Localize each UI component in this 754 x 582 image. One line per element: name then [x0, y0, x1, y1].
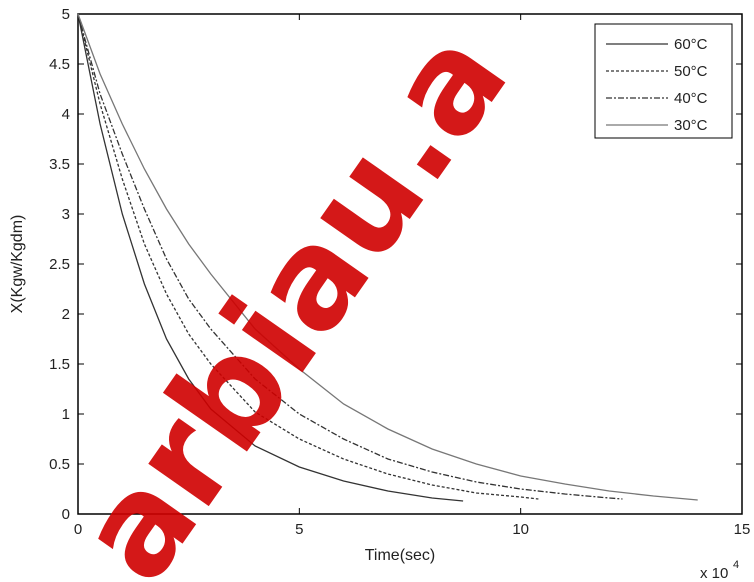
- y-tick-label: 4.5: [49, 56, 70, 73]
- series-line-2: [77, 13, 539, 500]
- y-tick-label: 5: [62, 6, 70, 23]
- y-tick-label: 3: [62, 206, 70, 223]
- x-axis-multiplier-exponent: 4: [733, 559, 739, 571]
- y-tick-label: 0: [62, 506, 70, 523]
- legend-label-3: 40°C: [674, 90, 708, 107]
- y-tick-label: 1.5: [49, 356, 70, 373]
- x-axis-label: Time(sec): [365, 547, 436, 564]
- x-axis-multiplier: x 10: [700, 565, 728, 582]
- y-tick-label: 2: [62, 306, 70, 323]
- legend-label-4: 30°C: [674, 117, 708, 134]
- legend-label-2: 50°C: [674, 63, 708, 80]
- y-tick-label: 2.5: [49, 256, 70, 273]
- y-tick-label: 1: [62, 406, 70, 423]
- x-tick-label: 0: [74, 521, 82, 538]
- series-lines: [77, 13, 698, 502]
- y-tick-label: 4: [62, 106, 70, 123]
- legend: 60°C 50°C 40°C 30°C: [594, 23, 733, 139]
- legend-box: [594, 23, 733, 139]
- axis-ticks: 0 5 10 15 0 0.5 1 1.5 2 2.5 3 3.5 4 4.5 5: [49, 6, 750, 538]
- y-axis-label: X(Kgw/Kgdm): [9, 215, 26, 314]
- x-tick-label: 15: [734, 521, 751, 538]
- x-tick-label: 10: [512, 521, 529, 538]
- x-tick-label: 5: [295, 521, 303, 538]
- series-line-4: [77, 13, 698, 501]
- series-line-1: [77, 13, 464, 502]
- legend-label-1: 60°C: [674, 36, 708, 53]
- y-tick-label: 3.5: [49, 156, 70, 173]
- series-line-3: [77, 13, 623, 500]
- y-tick-label: 0.5: [49, 456, 70, 473]
